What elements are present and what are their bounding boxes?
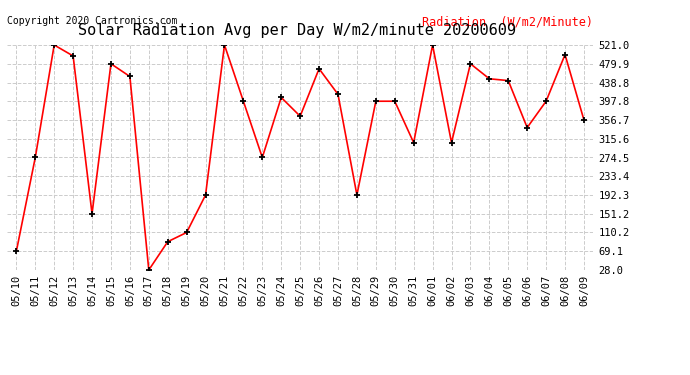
Text: Copyright 2020 Cartronics.com: Copyright 2020 Cartronics.com: [7, 16, 177, 26]
Text: Solar Radiation Avg per Day W/m2/minute 20200609: Solar Radiation Avg per Day W/m2/minute …: [78, 22, 515, 38]
Text: Radiation  (W/m2/Minute): Radiation (W/m2/Minute): [422, 16, 593, 29]
